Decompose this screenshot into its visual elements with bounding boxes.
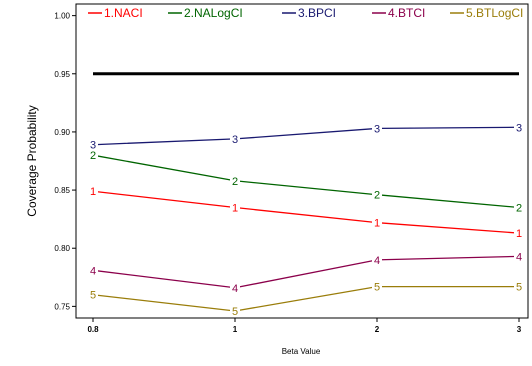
marker-background [88,185,98,198]
series-line [92,154,520,209]
data-point-marker: 5 [374,282,380,294]
marker-background [372,280,382,293]
data-point-marker: 1 [90,186,96,198]
marker-background [88,149,98,162]
data-point-marker: 1 [516,228,522,240]
series-line [92,126,520,146]
legend-label: 5.BTLogCI [466,6,523,20]
y-axis: 0.75 0.80 0.85 0.90 0.95 1.00 [54,12,76,311]
legend-item: 3.BPCI [282,6,336,20]
marker-background [88,264,98,277]
marker-background [230,201,240,214]
y-tick-label: 0.80 [54,244,70,253]
legend-label: 4.BTCI [388,6,425,20]
legend-label: 2.NALogCI [184,6,243,20]
marker-background [230,281,240,294]
data-point-marker: 3 [374,123,380,135]
y-tick-label: 1.00 [54,12,70,21]
y-axis-title: Coverage Probability [25,105,39,216]
y-tick-label: 0.85 [54,186,70,195]
series-1: 1 1 1 1 [88,185,524,240]
legend-item: 4.BTCI [372,6,425,20]
x-axis: 0.8 1 2 3 [87,318,522,334]
series-5: 5 5 5 5 [88,280,524,318]
data-point-marker: 5 [90,290,96,302]
marker-background [88,288,98,301]
marker-background [372,122,382,135]
x-tick-label: 2 [375,325,380,334]
legend-label: 3.BPCI [298,6,336,20]
data-point-marker: 2 [90,150,96,162]
series-line [92,190,520,234]
series-line [92,285,519,312]
marker-background [372,188,382,201]
data-point-marker: 2 [232,176,238,188]
plot-frame [75,3,529,319]
y-tick-label: 0.95 [54,70,70,79]
series-2: 2 2 2 2 [88,149,524,215]
data-point-marker: 3 [90,140,96,152]
y-tick-label: 0.90 [54,128,70,137]
marker-background [514,201,524,214]
data-point-marker: 4 [232,283,238,295]
legend-item: 1.NACI [88,6,143,20]
legend-item: 5.BTLogCI [450,6,523,20]
x-tick-label: 0.8 [87,325,99,334]
marker-background [514,121,524,134]
data-point-marker: 1 [374,218,380,230]
marker-background [230,305,240,318]
marker-background [514,227,524,240]
legend-label: 1.NACI [104,6,143,20]
marker-background [372,253,382,266]
marker-background [88,138,98,151]
marker-background [514,250,524,263]
data-point-marker: 5 [232,306,238,318]
x-tick-label: 1 [233,325,238,334]
data-point-marker: 3 [232,134,238,146]
data-point-marker: 3 [516,122,522,134]
data-point-marker: 5 [516,282,522,294]
y-tick-label: 0.75 [54,302,70,311]
legend-item: 2.NALogCI [168,6,243,20]
marker-background [514,280,524,293]
marker-background [230,174,240,187]
x-axis-title: Beta Value [282,347,321,356]
series-3: 3 3 3 3 [88,121,524,152]
series-4: 4 4 4 4 [88,250,524,295]
data-point-marker: 2 [374,190,380,202]
marker-background [230,132,240,145]
data-point-marker: 1 [232,203,238,215]
data-point-marker: 4 [516,251,522,263]
data-point-marker: 2 [516,203,522,215]
series-line [92,255,520,289]
legend: 1.NACI 2.NALogCI 3.BPCI 4.BTCI 5.BTLogCI [88,6,523,20]
data-point-marker: 4 [374,255,380,267]
x-tick-label: 3 [517,325,522,334]
marker-background [372,216,382,229]
data-point-marker: 4 [90,265,96,277]
